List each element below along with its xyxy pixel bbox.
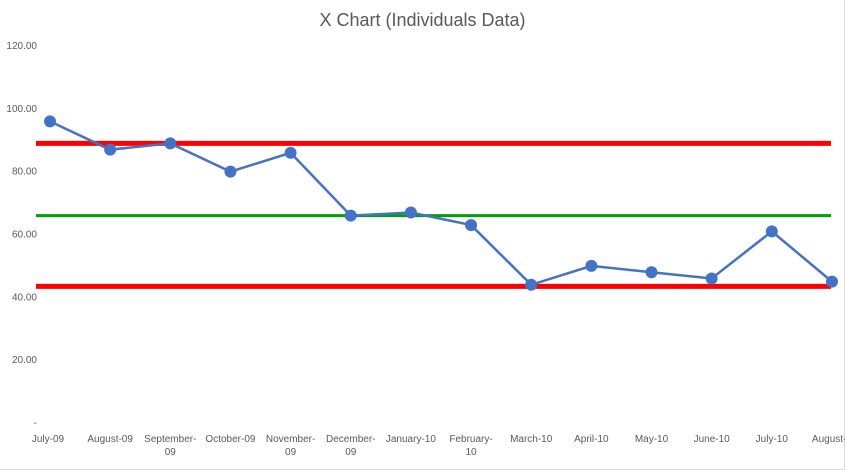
x-tick-label: August-1	[812, 434, 845, 445]
x-tick-label: January-10	[386, 434, 436, 445]
y-axis-ticks: - 20.00 40.00 60.00 80.00 100.00 120.00	[6, 41, 37, 429]
y-tick-label: 120.00	[6, 41, 37, 52]
x-tick-label: December-09	[326, 434, 375, 458]
data-point	[645, 266, 658, 279]
data-point	[705, 272, 718, 285]
y-tick-label: 80.00	[12, 167, 37, 178]
x-tick-label: March-10	[510, 434, 553, 445]
y-tick-label: 20.00	[12, 355, 37, 366]
data-point	[104, 143, 117, 156]
x-tick-label: May-10	[635, 434, 669, 445]
x-tick-label: July-10	[756, 434, 789, 445]
x-tick-label: September-09	[144, 434, 196, 458]
reference-lines	[36, 140, 831, 289]
x-tick-label: October-09	[205, 434, 255, 445]
x-tick-label: June-10	[694, 434, 731, 445]
data-point	[465, 219, 478, 232]
data-point	[224, 165, 237, 178]
x-axis-ticks: July-09 August-09 September-09 October-09 No…	[32, 434, 845, 458]
data-point	[525, 278, 538, 291]
y-tick-label: 60.00	[12, 230, 37, 241]
series-group	[44, 115, 838, 291]
y-tick-label: 100.00	[6, 104, 37, 115]
chart-title: X Chart (Individuals Data)	[319, 10, 526, 30]
data-point	[765, 225, 778, 238]
data-point	[825, 275, 838, 288]
data-point	[404, 206, 417, 219]
series-line	[49, 120, 833, 287]
data-point	[284, 146, 297, 159]
x-tick-label: November-09	[266, 434, 315, 458]
data-point	[585, 259, 598, 272]
x-tick-label: February-10	[449, 434, 492, 458]
data-point	[44, 115, 56, 128]
x-tick-label: April-10	[574, 434, 609, 445]
y-tick-label: -	[34, 418, 37, 429]
y-tick-label: 40.00	[12, 292, 37, 303]
data-point	[164, 137, 177, 150]
x-tick-label: July-09	[32, 434, 65, 445]
x-tick-label: August-09	[87, 434, 133, 445]
data-point	[344, 209, 357, 222]
